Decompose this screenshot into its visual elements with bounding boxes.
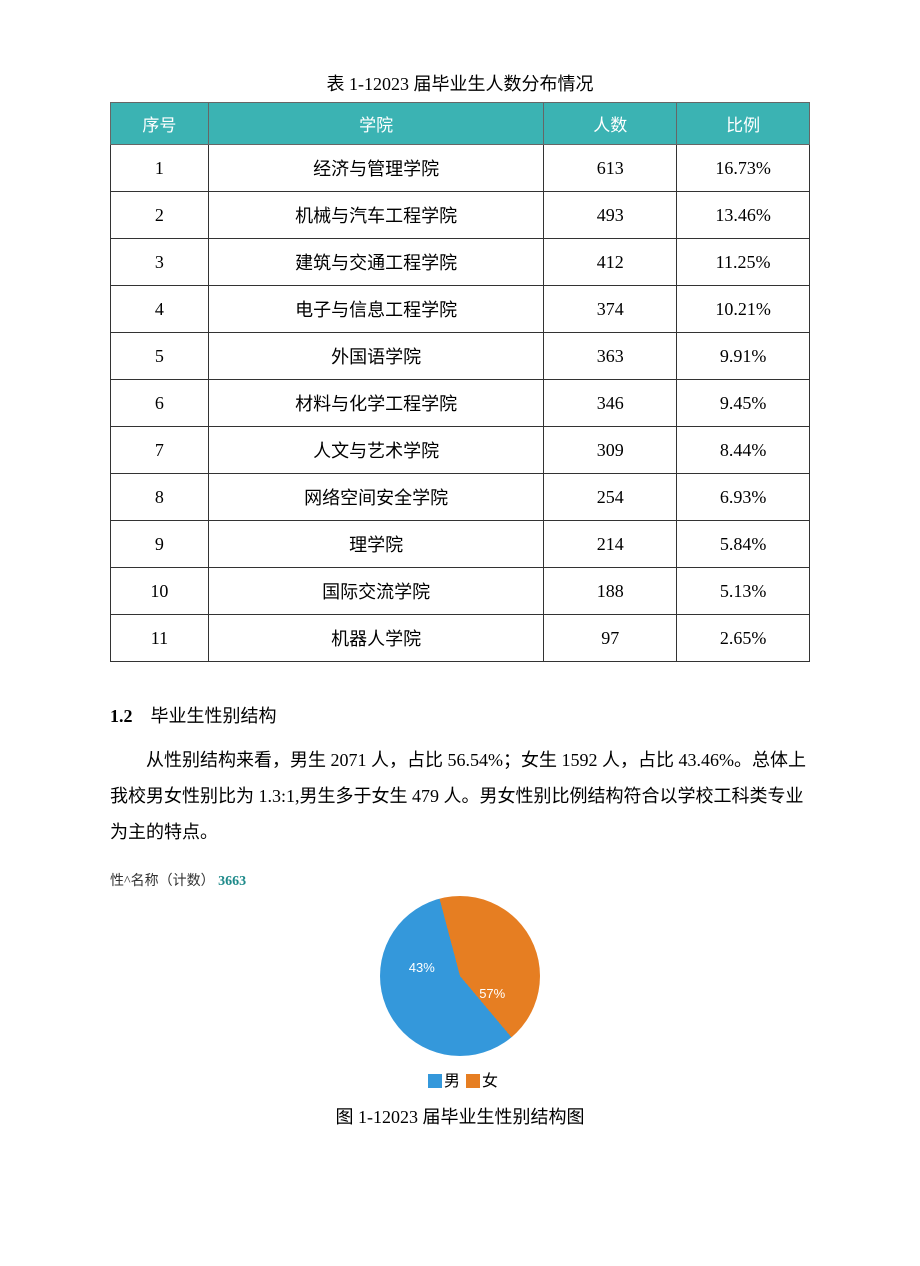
table-cell: 机器人学院 <box>208 615 544 662</box>
table-cell: 电子与信息工程学院 <box>208 286 544 333</box>
table-cell: 188 <box>544 568 677 615</box>
table-row: 10国际交流学院1885.13% <box>111 568 810 615</box>
table-title: 表 1-12023 届毕业生人数分布情况 <box>110 70 810 96</box>
table-cell: 10 <box>111 568 209 615</box>
table-row: 6材料与化学工程学院3469.45% <box>111 380 810 427</box>
table-cell: 2 <box>111 192 209 239</box>
table-row: 5外国语学院3639.91% <box>111 333 810 380</box>
table-cell: 613 <box>544 145 677 192</box>
table-cell: 9.45% <box>677 380 810 427</box>
table-row: 7人文与艺术学院3098.44% <box>111 427 810 474</box>
table-cell: 9 <box>111 521 209 568</box>
table-cell: 16.73% <box>677 145 810 192</box>
table-cell: 国际交流学院 <box>208 568 544 615</box>
table-header-cell: 比例 <box>677 103 810 145</box>
table-cell: 412 <box>544 239 677 286</box>
table-cell: 13.46% <box>677 192 810 239</box>
table-cell: 97 <box>544 615 677 662</box>
table-cell: 7 <box>111 427 209 474</box>
table-header-cell: 人数 <box>544 103 677 145</box>
legend-label: 男 <box>444 1073 460 1090</box>
table-cell: 11.25% <box>677 239 810 286</box>
table-cell: 理学院 <box>208 521 544 568</box>
table-cell: 8 <box>111 474 209 521</box>
table-cell: 346 <box>544 380 677 427</box>
table-cell: 9.91% <box>677 333 810 380</box>
table-cell: 5.13% <box>677 568 810 615</box>
table-row: 3建筑与交通工程学院41211.25% <box>111 239 810 286</box>
table-cell: 254 <box>544 474 677 521</box>
section-body: 从性别结构来看，男生 2071 人，占比 56.54%；女生 1592 人，占比… <box>110 742 810 850</box>
legend-swatch <box>428 1074 442 1088</box>
table-cell: 214 <box>544 521 677 568</box>
table-cell: 11 <box>111 615 209 662</box>
graduate-distribution-table: 序号学院人数比例 1经济与管理学院61316.73%2机械与汽车工程学院4931… <box>110 102 810 662</box>
pie-slice-label: 57% <box>479 986 505 1001</box>
table-cell: 网络空间安全学院 <box>208 474 544 521</box>
pie-chart-container: 57% 43% <box>110 896 810 1061</box>
table-cell: 5 <box>111 333 209 380</box>
section-heading: 1.2 毕业生性别结构 <box>110 702 810 728</box>
table-row: 4电子与信息工程学院37410.21% <box>111 286 810 333</box>
table-cell: 5.84% <box>677 521 810 568</box>
figure-caption: 图 1-12023 届毕业生性别结构图 <box>110 1103 810 1129</box>
table-header-cell: 序号 <box>111 103 209 145</box>
table-row: 1经济与管理学院61316.73% <box>111 145 810 192</box>
table-cell: 309 <box>544 427 677 474</box>
legend-swatch <box>466 1074 480 1088</box>
table-cell: 外国语学院 <box>208 333 544 380</box>
section-title: 毕业生性别结构 <box>151 706 277 726</box>
table-cell: 建筑与交通工程学院 <box>208 239 544 286</box>
table-row: 8网络空间安全学院2546.93% <box>111 474 810 521</box>
table-cell: 1 <box>111 145 209 192</box>
pie-summary-label: 性^名称（计数） 3663 <box>110 870 810 890</box>
table-cell: 10.21% <box>677 286 810 333</box>
gender-pie-chart: 57% 43% <box>380 896 540 1056</box>
table-cell: 8.44% <box>677 427 810 474</box>
pie-summary-prefix: 性^名称（计数） <box>110 874 215 889</box>
table-cell: 4 <box>111 286 209 333</box>
table-cell: 3 <box>111 239 209 286</box>
table-row: 2机械与汽车工程学院49313.46% <box>111 192 810 239</box>
table-body: 1经济与管理学院61316.73%2机械与汽车工程学院49313.46%3建筑与… <box>111 145 810 662</box>
table-cell: 363 <box>544 333 677 380</box>
section-number: 1.2 <box>110 706 133 726</box>
pie-legend: 男女 <box>110 1067 810 1091</box>
table-row: 11机器人学院972.65% <box>111 615 810 662</box>
table-cell: 机械与汽车工程学院 <box>208 192 544 239</box>
table-cell: 6 <box>111 380 209 427</box>
table-cell: 2.65% <box>677 615 810 662</box>
table-cell: 493 <box>544 192 677 239</box>
table-row: 9理学院2145.84% <box>111 521 810 568</box>
table-cell: 人文与艺术学院 <box>208 427 544 474</box>
pie-summary-total: 3663 <box>218 874 246 889</box>
table-cell: 材料与化学工程学院 <box>208 380 544 427</box>
table-header-cell: 学院 <box>208 103 544 145</box>
legend-label: 女 <box>482 1073 498 1090</box>
table-header-row: 序号学院人数比例 <box>111 103 810 145</box>
pie-slice-label: 43% <box>409 960 435 975</box>
table-cell: 374 <box>544 286 677 333</box>
table-cell: 经济与管理学院 <box>208 145 544 192</box>
table-cell: 6.93% <box>677 474 810 521</box>
